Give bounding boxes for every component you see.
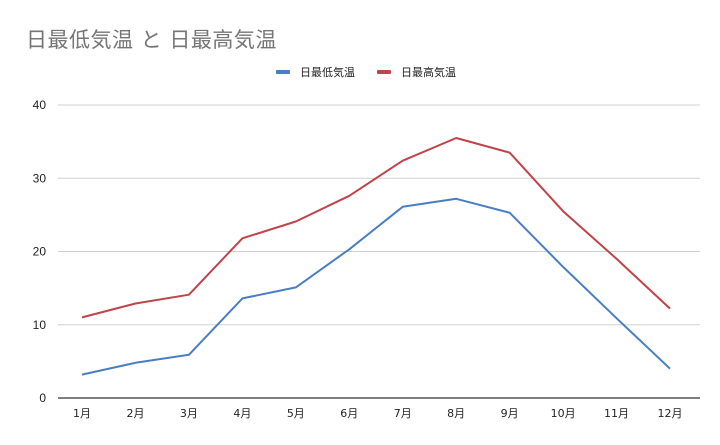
x-tick-label: 6月 bbox=[340, 407, 358, 420]
gridlines bbox=[58, 104, 700, 399]
legend-item-max-temp[interactable]: 日最高気温 bbox=[377, 64, 456, 80]
x-tick-label: 10月 bbox=[551, 407, 576, 420]
y-tick-label: 20 bbox=[33, 245, 47, 259]
x-tick-label: 12月 bbox=[658, 407, 683, 420]
x-tick-label: 7月 bbox=[394, 407, 412, 420]
legend-label-max-temp: 日最高気温 bbox=[401, 66, 456, 79]
series-line-min-temp[interactable] bbox=[81, 197, 671, 376]
chart-title: 日最低気温 と 日最高気温 bbox=[26, 28, 277, 52]
legend-swatch-max-temp bbox=[377, 70, 391, 74]
legend-label-min-temp: 日最低気温 bbox=[300, 66, 355, 79]
y-tick-label: 0 bbox=[39, 391, 46, 405]
y-axis-ticks: 0 10 20 30 40 bbox=[33, 98, 47, 405]
y-tick-label: 30 bbox=[33, 171, 47, 185]
y-tick-label: 10 bbox=[33, 318, 47, 332]
y-tick-label: 40 bbox=[33, 98, 47, 112]
series-lines bbox=[81, 137, 671, 376]
x-tick-label: 4月 bbox=[233, 407, 251, 420]
x-tick-label: 8月 bbox=[447, 407, 465, 420]
x-axis-ticks: 1月 2月 3月 4月 5月 6月 7月 8月 9月 10月 11月 12月 bbox=[73, 407, 683, 420]
x-tick-label: 11月 bbox=[604, 407, 629, 420]
chart-legend: 日最低気温 日最高気温 bbox=[0, 64, 720, 80]
legend-item-min-temp[interactable]: 日最低気温 bbox=[276, 64, 355, 80]
x-tick-label: 1月 bbox=[73, 407, 91, 420]
legend-swatch-min-temp bbox=[276, 70, 290, 74]
x-tick-label: 3月 bbox=[180, 407, 198, 420]
series-line-max-temp[interactable] bbox=[81, 137, 671, 319]
x-tick-label: 5月 bbox=[287, 407, 305, 420]
x-tick-label: 9月 bbox=[501, 407, 519, 420]
x-tick-label: 2月 bbox=[126, 407, 144, 420]
